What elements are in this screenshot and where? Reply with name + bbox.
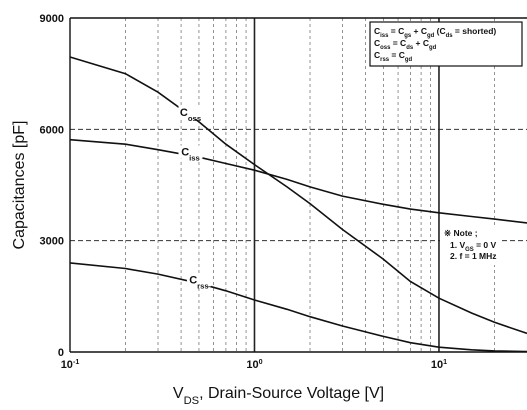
x-tick-label: 10-1: [61, 358, 80, 371]
curve-label-bg: [178, 105, 203, 119]
note-item: 2. f = 1 MHz: [450, 251, 497, 261]
note-bg: [440, 225, 502, 265]
curve-label-iss: Ciss: [181, 147, 200, 163]
curve-label-bg: [178, 145, 203, 159]
plot-frame: [69, 17, 527, 353]
legend-entry: Crss = Cgd: [374, 50, 413, 63]
tick-labels: 0 3000 6000 9000 10-1 100 101: [40, 13, 448, 371]
axis-titles: VDS, Drain-Source Voltage [V] Capacitance…: [11, 121, 384, 407]
curve-labels: Coss Ciss Crss: [178, 105, 211, 290]
series-line-c-oss: [69, 56, 527, 335]
legend-entry: Coss = Cds + Cgd: [374, 38, 437, 51]
y-tick-label: 0: [58, 347, 64, 359]
note-title: ※ Note ;: [444, 228, 478, 238]
series-group: [69, 56, 527, 353]
x-tick-label: 101: [431, 358, 447, 371]
x-tick-label: 100: [246, 358, 262, 371]
y-tick-label: 3000: [40, 236, 64, 248]
legend-box: Ciss = Cgs + Cgd (Cds = shorted)Coss = C…: [369, 21, 523, 67]
gridlines: [70, 18, 527, 352]
y-axis-title: Capacitances [pF]: [11, 121, 28, 250]
series-line-c-rss: [69, 262, 527, 353]
curve-label-rss: Crss: [189, 274, 209, 290]
curve-label-oss: Coss: [180, 107, 201, 123]
legend-frame: [369, 21, 523, 67]
x-axis-title: VDS, Drain-Source Voltage [V]: [173, 385, 384, 407]
y-tick-label: 6000: [40, 124, 64, 136]
y-tick-label: 9000: [40, 13, 64, 25]
legend-entry: Ciss = Cgs + Cgd (Cds = shorted): [374, 26, 496, 39]
note-box: ※ Note ; 1. VGS = 0 V2. f = 1 MHz: [440, 225, 502, 265]
note-item: 1. VGS = 0 V: [450, 240, 496, 253]
curve-label-bg: [186, 273, 211, 287]
series-line-c-iss: [69, 138, 527, 224]
